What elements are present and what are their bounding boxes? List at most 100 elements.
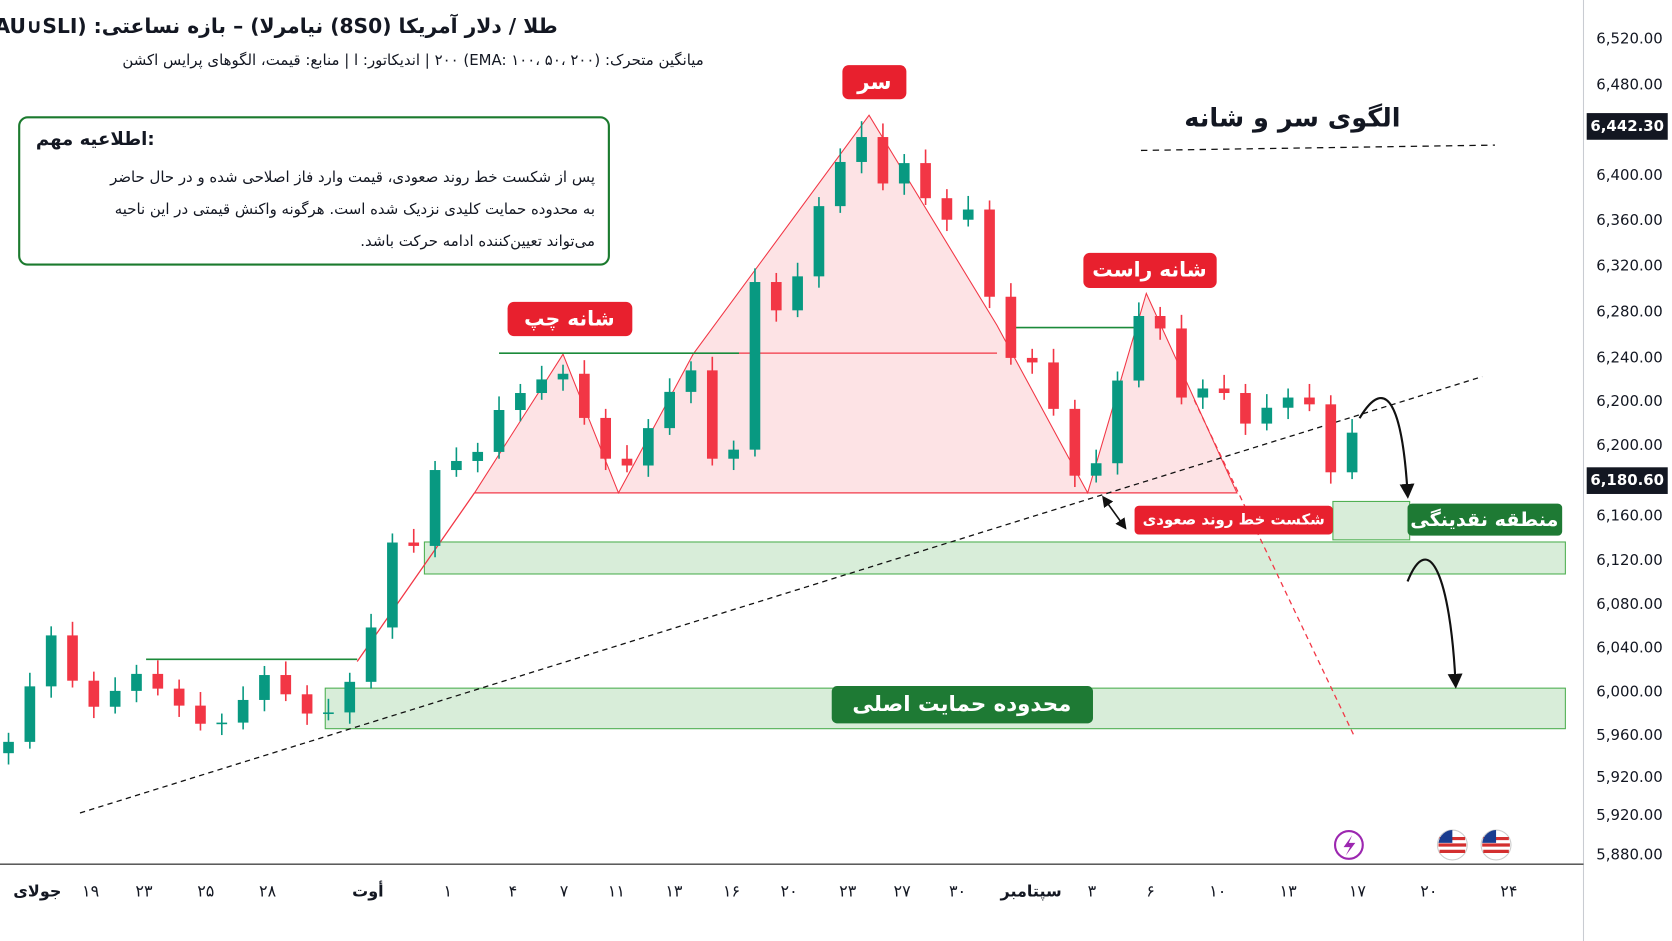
pattern-area	[473, 114, 1238, 495]
notice-line: به محدوده حمایت کلیدی نزدیک شده است. هرگ…	[115, 200, 595, 218]
left-shoulder-label: شانه چپ	[524, 307, 614, 332]
y-tick-label: 6,520.00	[1596, 29, 1662, 47]
candle-body	[216, 722, 228, 725]
candle-body	[600, 417, 612, 459]
candle-body	[770, 282, 782, 311]
y-tick-label: 6,120.00	[1596, 551, 1662, 569]
x-tick-label: ۶	[1146, 881, 1155, 900]
candle-body	[1325, 404, 1337, 473]
trend-line	[79, 376, 1483, 814]
candle-body	[685, 370, 697, 392]
chart-title: طلا / دلار آمریکا (8S0) نیامرلا) – بازه …	[0, 13, 558, 38]
candle-body	[898, 163, 910, 184]
y-tick-label: 5,960.00	[1596, 726, 1662, 744]
candle-body	[67, 635, 78, 681]
candle-body	[429, 470, 441, 546]
x-tick-label: ۳	[1088, 881, 1097, 900]
break-arrow	[1102, 495, 1127, 530]
y-tick-label: 6,480.00	[1596, 75, 1662, 93]
candle-body	[365, 627, 377, 682]
candle-body	[1261, 407, 1273, 424]
candle-body	[301, 694, 313, 714]
candle-body	[1304, 397, 1315, 405]
left-shoulder-box	[507, 301, 633, 337]
projection-line	[1193, 399, 1355, 737]
candle-body	[962, 209, 974, 220]
candle-body	[536, 379, 548, 394]
candle-body	[813, 206, 825, 277]
candle-body	[472, 451, 484, 461]
candle-body	[834, 161, 846, 207]
event-icon-bolt	[1343, 835, 1356, 856]
y-tick-label: 6,040.00	[1596, 639, 1662, 657]
candle-body	[109, 690, 121, 707]
impulse-line	[356, 492, 476, 662]
candle-body	[642, 428, 654, 466]
x-tick-label: ۱۷	[1349, 881, 1367, 900]
x-tick-label: سپتامبر	[1000, 881, 1062, 901]
candle-body	[387, 542, 398, 628]
candle-body	[131, 673, 142, 691]
trend-break-label: شکست خط روند صعودی	[1143, 511, 1325, 529]
candle-body	[1026, 357, 1038, 363]
candle-body	[920, 163, 931, 199]
candle-body	[152, 673, 164, 689]
candle-body	[877, 137, 889, 184]
candle-body	[1346, 432, 1358, 473]
main-support-box	[831, 686, 1093, 724]
candle-body	[323, 712, 334, 715]
y-tick-label: 6,080.00	[1596, 595, 1662, 613]
title-underline	[1140, 144, 1495, 152]
price-badge-label: 6,442.30	[1590, 117, 1664, 135]
head-label-box	[842, 65, 907, 100]
main-support-label: محدوده حمایت اصلی	[852, 692, 1071, 717]
candle-body	[24, 686, 36, 742]
candle-body	[451, 460, 462, 471]
candle-body	[557, 373, 569, 380]
candle-body	[259, 675, 270, 700]
x-tick-label: أوت	[352, 880, 383, 900]
liquidity-label: منطقه نقدینگی	[1410, 508, 1558, 531]
candle-body	[792, 276, 803, 311]
candle-body	[1218, 388, 1230, 394]
candle-body	[856, 137, 867, 162]
candle-body	[1197, 388, 1209, 398]
candle-body	[1112, 380, 1123, 464]
candle-body	[1154, 315, 1166, 329]
x-tick-label: ۳۰	[949, 881, 966, 900]
y-tick-label: 6,200.00	[1596, 392, 1662, 410]
x-tick-label: ۲۴	[1500, 881, 1517, 900]
price-badge	[1586, 113, 1668, 140]
candles	[3, 121, 1358, 765]
candle-body	[579, 373, 590, 418]
y-tick-label: 6,360.00	[1596, 211, 1662, 229]
x-tick-label: ۱	[444, 881, 453, 900]
y-tick-label: 5,880.00	[1596, 846, 1662, 864]
x-tick-label: ۱۱	[608, 881, 625, 900]
candle-body	[280, 675, 292, 695]
candle-body	[3, 741, 14, 754]
x-tick-label: ۲۸	[259, 881, 277, 900]
x-tick-label: ۲۳	[135, 881, 153, 900]
candle-body	[749, 282, 761, 450]
candle-body	[45, 635, 57, 687]
liquidity-box	[1407, 503, 1563, 536]
y-tick-label: 6,000.00	[1596, 682, 1662, 700]
x-tick-label: ۲۵	[197, 881, 214, 900]
chart-subtitle: میانگین متحرک: (EMA: ۱۰۰، ۵۰، ۲۰۰) ۲۰۰ |…	[122, 51, 703, 69]
candle-body	[1282, 397, 1294, 408]
projection-arrow	[1358, 397, 1415, 499]
candle-body	[195, 705, 206, 724]
candle-body	[1133, 315, 1145, 381]
trend-break-box	[1134, 505, 1333, 535]
liquidity-zone	[1332, 500, 1411, 541]
price-badge-label: 6,180.60	[1590, 471, 1664, 489]
candle-body	[621, 458, 633, 466]
candle-body	[1090, 463, 1102, 476]
candle-body	[515, 393, 526, 411]
candle-body	[728, 449, 739, 459]
candle-body	[408, 542, 420, 546]
time-axis: جولای ۱۹ ۲۳ ۲۵ ۲۸ أوت ۱ ۴ ۷ ۱۱ ۱۳ ۱۶ ۲۰ ۲۳ ۲۷ ۳۰ سپتامبر…	[13, 880, 1517, 901]
y-tick-label: 6,280.00	[1596, 303, 1662, 321]
